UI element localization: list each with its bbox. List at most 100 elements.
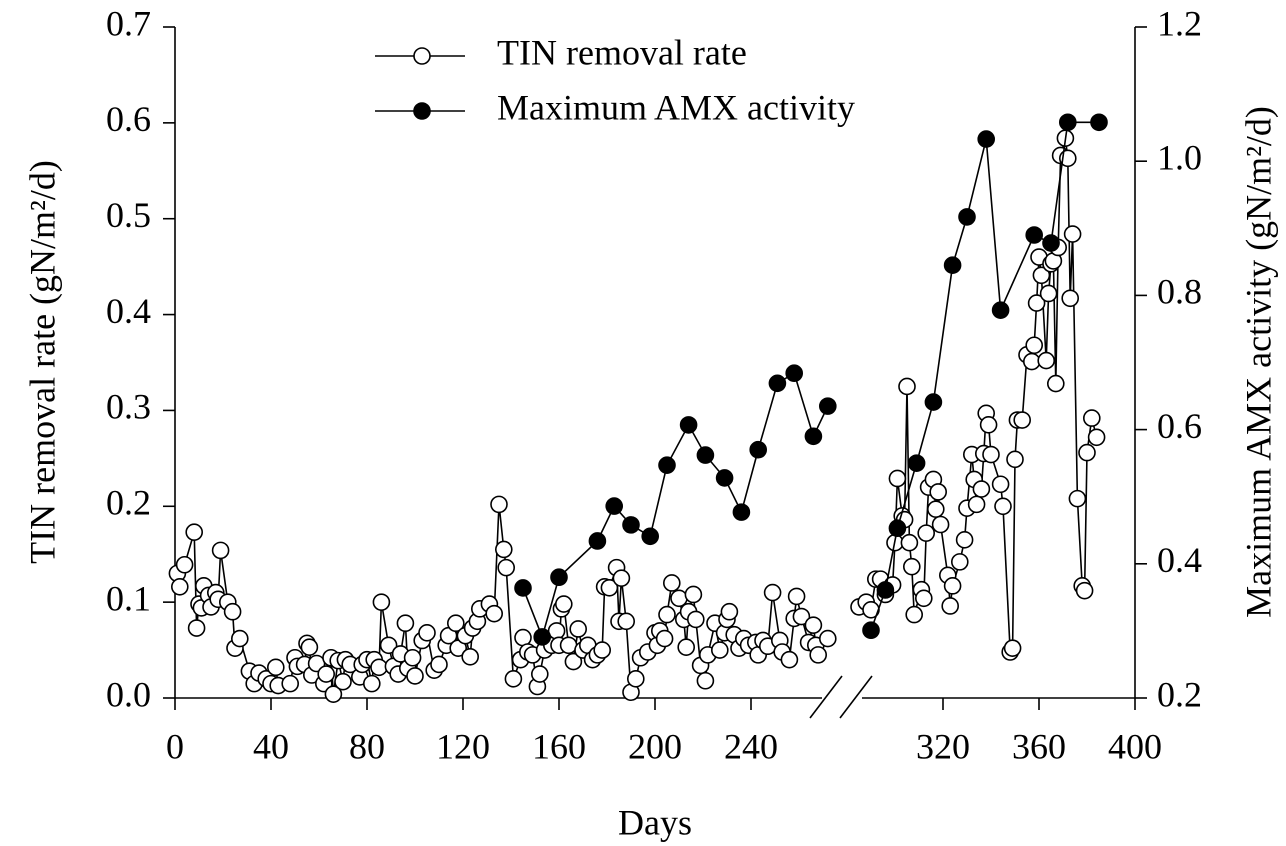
data-point [617,612,636,631]
data-point [958,208,976,226]
data-point [658,456,676,474]
series-line [522,121,1099,640]
data-point [1075,581,1094,600]
data-point [530,665,549,683]
data-point [430,655,448,674]
y-tick-label: 0.2 [106,483,151,523]
data-point [564,652,583,671]
data-point [514,579,532,597]
data-point [715,469,734,487]
data-point [684,585,703,604]
data-point [972,480,991,498]
data-point [497,558,516,577]
data-point [1025,226,1043,244]
y2-tick-label: 1.2 [1157,3,1202,43]
data-point [612,569,631,587]
y-tick-label: 0.3 [106,387,151,427]
y-tick-label: 0.0 [106,674,151,714]
data-point [1090,113,1108,132]
y2-tick-label: 0.4 [1157,540,1202,580]
data-point [658,605,676,624]
data-point [1061,289,1079,308]
data-point [818,397,837,415]
data-point [991,475,1010,494]
data-point [1025,336,1043,355]
series-line [176,137,1098,695]
y-tick-label: 0.7 [106,3,151,43]
data-point [720,602,739,621]
data-point [379,636,398,655]
data-point [175,555,194,574]
legend-label: Maximum AMX activity [497,87,855,127]
data-point [406,667,424,685]
axis-break [839,675,873,719]
data-point [1039,284,1058,303]
data-point [1059,113,1077,132]
data-point [888,519,907,538]
data-point [792,607,811,626]
data-point [231,629,249,648]
data-point [1047,374,1065,393]
data-point [982,445,1000,464]
data-point [924,393,943,411]
data-point [1063,225,1082,243]
axis-break [809,675,843,719]
data-point [898,377,916,396]
data-point [550,568,568,587]
data-point [622,516,640,534]
data-point [300,638,319,656]
data-point [1003,639,1022,657]
data-point [905,605,924,624]
data-point [917,524,936,542]
data-point [1032,266,1051,285]
data-point [490,495,508,514]
y2-tick-label: 0.6 [1157,406,1202,446]
data-point [1013,411,1032,429]
data-point [317,665,336,683]
data-point [266,658,285,677]
data-point [888,469,907,488]
data-point [1042,234,1060,252]
x-tick-label: 80 [349,726,385,766]
data-point [926,500,945,518]
data-point [732,503,751,521]
data-point [559,636,578,655]
y-tick-label: 0.6 [106,99,151,139]
data-point [1068,489,1087,508]
data-point [679,416,698,434]
legend-marker [413,102,431,120]
data-point [696,446,715,464]
data-point [785,364,804,383]
data-point [281,674,300,693]
data-point [1083,409,1101,427]
data-point [907,454,926,472]
y2-tick-label: 0.8 [1157,272,1202,312]
y-tick-label: 0.5 [106,195,151,235]
data-point [171,578,189,596]
data-point [324,685,343,703]
data-point [862,621,880,640]
data-point [991,301,1010,319]
y2-tick-label: 0.2 [1157,674,1202,714]
data-point [979,416,998,434]
data-point [461,647,480,666]
data-point [554,595,573,613]
data-point [211,541,230,560]
data-point [418,624,436,642]
data-point [372,593,391,611]
data-point [696,671,715,690]
data-point [941,597,960,615]
data-point [804,616,823,634]
data-point [223,602,242,621]
data-point [1087,428,1106,447]
data-point [1006,450,1024,469]
data-point [626,670,645,688]
data-point [641,527,660,546]
data-point [876,581,895,599]
data-point [1037,351,1055,370]
data-point [943,577,962,595]
data-point [931,515,950,534]
data-point [569,620,588,638]
data-point [187,619,206,637]
x-tick-label: 160 [532,726,586,766]
